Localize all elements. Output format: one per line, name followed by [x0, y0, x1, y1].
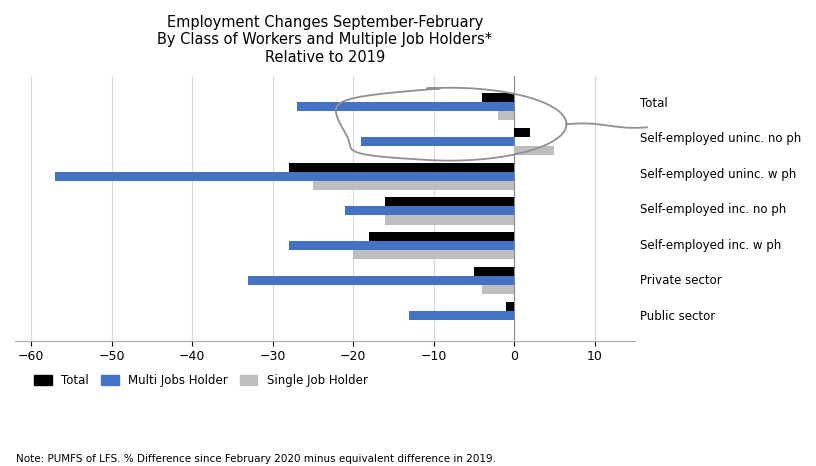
- Bar: [514, 146, 554, 155]
- Title: Employment Changes September-February
By Class of Workers and Multiple Job Holde: Employment Changes September-February By…: [157, 15, 493, 65]
- Bar: [313, 181, 514, 190]
- Bar: [361, 137, 514, 146]
- Bar: [297, 103, 514, 111]
- Bar: [353, 250, 514, 259]
- Bar: [55, 172, 514, 181]
- Bar: [482, 93, 514, 103]
- Bar: [514, 128, 530, 137]
- Bar: [474, 267, 514, 276]
- Bar: [248, 276, 514, 285]
- Bar: [506, 302, 514, 310]
- Bar: [385, 198, 514, 206]
- Bar: [482, 285, 514, 294]
- Text: Note: PUMFS of LFS. % Difference since February 2020 minus equivalent difference: Note: PUMFS of LFS. % Difference since F…: [16, 454, 496, 464]
- Bar: [498, 111, 514, 120]
- Legend: Total, Multi Jobs Holder, Single Job Holder: Total, Multi Jobs Holder, Single Job Hol…: [29, 368, 374, 393]
- Bar: [289, 241, 514, 250]
- Bar: [289, 163, 514, 172]
- Bar: [369, 232, 514, 241]
- Bar: [385, 215, 514, 225]
- Bar: [410, 310, 514, 320]
- Bar: [345, 206, 514, 215]
